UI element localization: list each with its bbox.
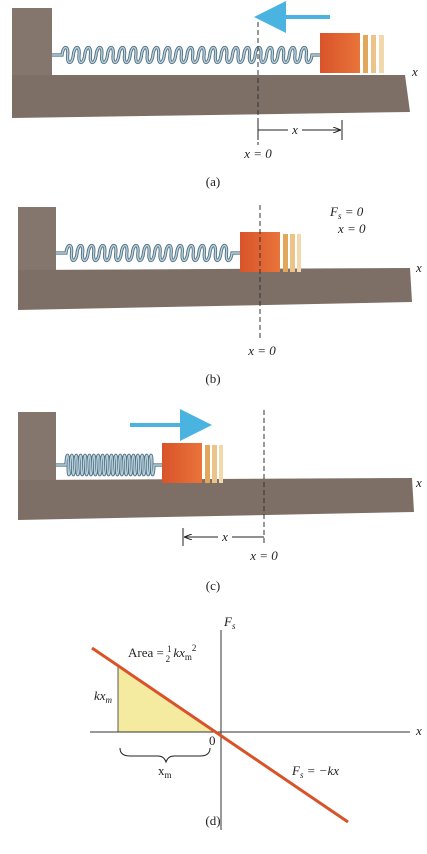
y-axis-label: Fs	[223, 614, 236, 631]
block-stripe	[363, 35, 368, 73]
axis-label: x	[411, 64, 418, 79]
spring	[56, 455, 162, 475]
subscript: m	[106, 695, 113, 705]
zero-label: x = 0	[243, 146, 272, 161]
spring	[52, 48, 320, 63]
ground	[12, 75, 410, 118]
spring	[56, 246, 240, 261]
prefix: Area =	[128, 645, 167, 660]
block	[320, 33, 360, 73]
block-stripe	[205, 445, 210, 483]
figure: x x x = 0 (a) Fs = 0 x = 0 x x = 0 (b) x	[0, 0, 427, 854]
subscript: m	[185, 652, 192, 662]
block-stripe	[371, 35, 376, 73]
panel-a: x x x = 0 (a)	[12, 8, 418, 189]
axis-label: x	[415, 475, 422, 490]
block-stripe	[212, 445, 217, 483]
subscript: m	[165, 770, 172, 780]
axis-label: x	[415, 260, 422, 275]
term: kx	[94, 688, 106, 703]
caption: (b)	[205, 371, 220, 386]
block-stripe	[379, 35, 384, 73]
bracket-label: x	[221, 529, 228, 544]
superscript: 2	[192, 643, 197, 653]
width-label: xm	[158, 763, 172, 780]
caption: (a)	[206, 174, 220, 189]
brace	[120, 748, 210, 762]
block	[162, 443, 202, 483]
wall	[18, 412, 56, 484]
zero-label: x = 0	[249, 548, 278, 563]
bracket-label: x	[291, 122, 298, 137]
zero-label: x = 0	[247, 343, 276, 358]
origin-label: 0	[209, 733, 216, 748]
panel-b: Fs = 0 x = 0 x x = 0 (b)	[18, 204, 422, 386]
state-label: x = 0	[337, 221, 366, 236]
wall	[18, 207, 56, 277]
block-stripe	[283, 234, 288, 272]
term: kx	[170, 645, 185, 660]
rest: = −kx	[303, 763, 339, 778]
spring-coil	[56, 246, 240, 261]
caption: (c)	[206, 578, 220, 593]
rest: = 0	[341, 204, 363, 219]
ground	[18, 478, 414, 520]
block-stripe	[219, 445, 223, 483]
force-line	[92, 648, 348, 822]
panel-c: x x x = 0 (c)	[18, 410, 422, 593]
subscript: s	[232, 621, 236, 631]
caption: (d)	[205, 813, 220, 828]
x-axis-label: x	[415, 723, 422, 738]
block-stripe	[290, 234, 295, 272]
wall	[12, 8, 52, 83]
force-label: Fs = 0	[329, 204, 364, 221]
height-label: kxm	[94, 688, 113, 705]
ground	[18, 268, 412, 310]
line-label: Fs = −kx	[291, 763, 339, 780]
block-stripe	[297, 234, 301, 272]
